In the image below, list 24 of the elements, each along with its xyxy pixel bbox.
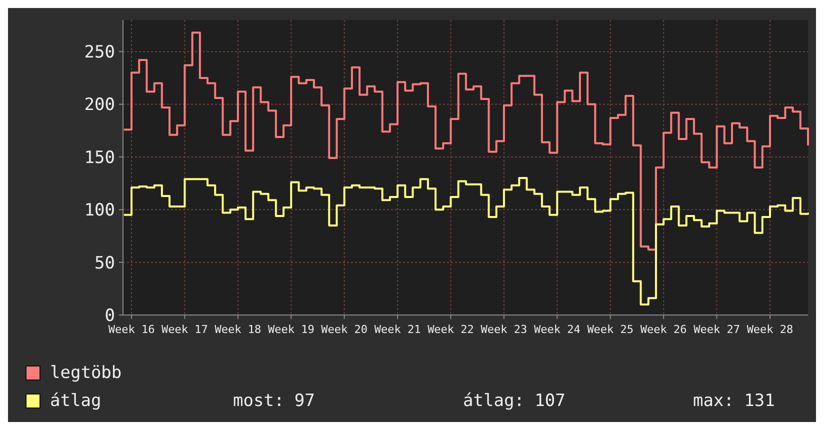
x-tick-label: Week 28 [746, 323, 794, 336]
y-tick-label: 0 [104, 306, 115, 326]
y-tick-label: 50 [94, 253, 115, 274]
y-tick-label: 200 [84, 95, 115, 116]
y-tick-label: 150 [84, 148, 115, 168]
x-tick-label: Week 22 [428, 323, 474, 336]
x-tick-label: Week 23 [480, 323, 528, 336]
x-tick-label: Week 25 [587, 323, 634, 336]
x-tick-label: Week 18 [214, 323, 262, 336]
text: max: 131 [693, 391, 775, 411]
y-tick-label: 100 [84, 200, 115, 221]
x-tick-label: Week 26 [640, 323, 687, 336]
legend-label: legtöbb [50, 363, 122, 383]
y-tick-label: 250 [84, 42, 115, 63]
text: átlag: 107 [463, 391, 566, 411]
x-tick-label: Week 16 [108, 323, 155, 336]
x-tick-label: Week 24 [534, 323, 581, 336]
x-tick-label: Week 20 [321, 323, 368, 336]
x-tick-label: Week 27 [694, 323, 740, 336]
text: most: 97 [233, 391, 315, 411]
legend-label: átlag [50, 391, 102, 411]
x-tick-label: Week 21 [374, 323, 421, 336]
x-tick-label: Week 17 [162, 323, 208, 336]
x-tick-label: Week 19 [268, 323, 314, 336]
